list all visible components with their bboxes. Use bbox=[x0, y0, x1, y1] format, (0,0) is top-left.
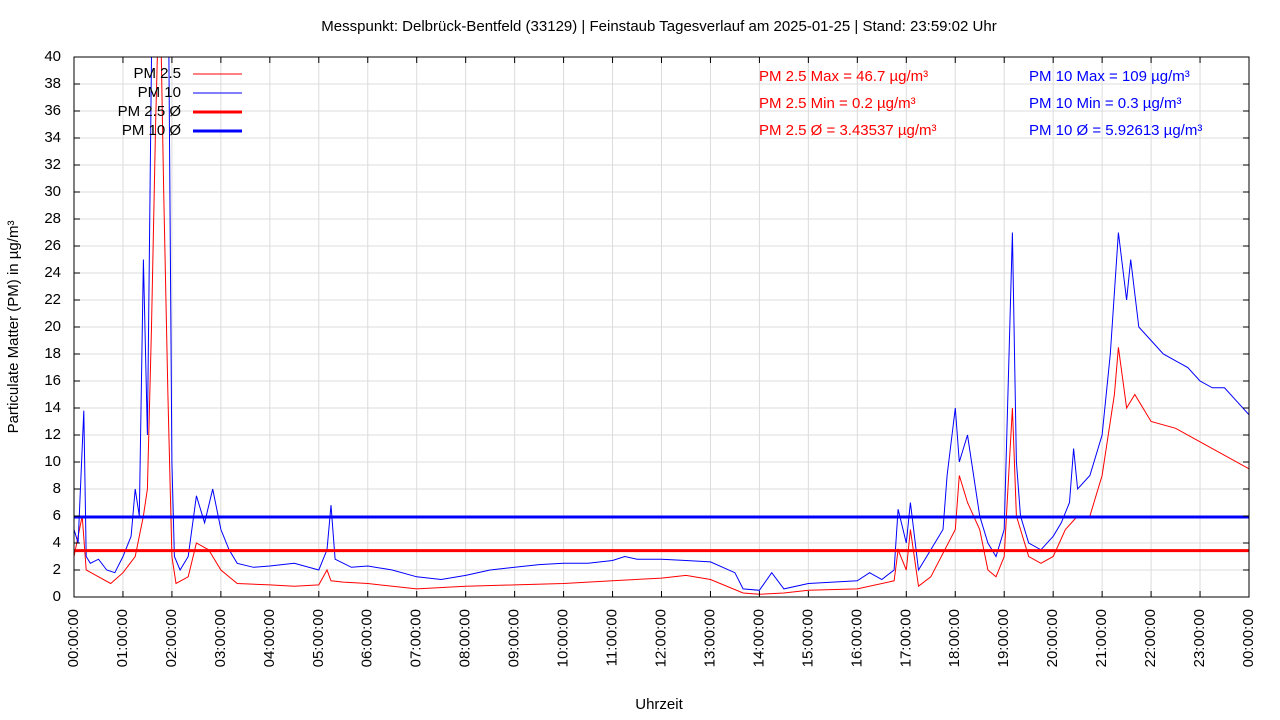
x-tick-label: 06:00:00 bbox=[359, 609, 376, 667]
x-tick-label: 19:00:00 bbox=[995, 609, 1012, 667]
y-tick-label: 28 bbox=[44, 210, 61, 227]
y-tick-label: 20 bbox=[44, 318, 61, 335]
y-tick-label: 38 bbox=[44, 75, 61, 92]
x-tick-label: 12:00:00 bbox=[652, 609, 669, 667]
x-tick-label: 23:00:00 bbox=[1191, 609, 1208, 667]
series-line bbox=[74, 57, 1249, 595]
x-axis-label: Uhrzeit bbox=[635, 696, 683, 713]
legend-label: PM 10 bbox=[138, 84, 181, 101]
x-tick-label: 10:00:00 bbox=[555, 609, 572, 667]
chart-title: Messpunkt: Delbrück-Bentfeld (33129) | F… bbox=[321, 18, 996, 35]
legend-label: PM 2.5 bbox=[133, 65, 181, 82]
legend-label: PM 10 Ø bbox=[122, 122, 182, 139]
x-tick-label: 01:00:00 bbox=[114, 609, 131, 667]
x-tick-label: 17:00:00 bbox=[897, 609, 914, 667]
x-tick-label: 08:00:00 bbox=[457, 609, 474, 667]
grid bbox=[73, 56, 1250, 598]
series-line bbox=[74, 57, 1249, 591]
x-tick-label: 13:00:00 bbox=[701, 609, 718, 667]
x-tick-label: 05:00:00 bbox=[310, 609, 327, 667]
x-tick-label: 00:00:00 bbox=[65, 609, 82, 667]
annotation: PM 2.5 Max = 46.7 µg/m³ bbox=[759, 68, 928, 85]
x-tick-label: 04:00:00 bbox=[261, 609, 278, 667]
x-tick-label: 09:00:00 bbox=[506, 609, 523, 667]
y-axis-label: Particulate Matter (PM) in µg/m³ bbox=[5, 221, 22, 434]
y-tick-label: 12 bbox=[44, 426, 61, 443]
y-tick-label: 4 bbox=[53, 534, 61, 551]
x-tick-label: 16:00:00 bbox=[848, 609, 865, 667]
annotation: PM 2.5 Min = 0.2 µg/m³ bbox=[759, 95, 916, 112]
overlay: 024681012141618202224262830323436384000:… bbox=[44, 48, 1257, 667]
annotation: PM 10 Ø = 5.92613 µg/m³ bbox=[1029, 122, 1202, 139]
y-tick-label: 6 bbox=[53, 507, 61, 524]
x-tick-label: 11:00:00 bbox=[604, 609, 621, 666]
y-tick-label: 22 bbox=[44, 291, 61, 308]
x-tick-label: 20:00:00 bbox=[1044, 609, 1061, 667]
x-tick-label: 18:00:00 bbox=[946, 609, 963, 667]
x-tick-label: 22:00:00 bbox=[1142, 609, 1159, 667]
legend-label: PM 2.5 Ø bbox=[118, 103, 182, 120]
x-tick-label: 14:00:00 bbox=[750, 609, 767, 667]
x-tick-label: 07:00:00 bbox=[408, 609, 425, 667]
annotation: PM 10 Max = 109 µg/m³ bbox=[1029, 68, 1190, 85]
x-tick-label: 15:00:00 bbox=[799, 609, 816, 667]
y-tick-label: 30 bbox=[44, 183, 61, 200]
y-tick-label: 26 bbox=[44, 237, 61, 254]
y-tick-label: 34 bbox=[44, 129, 61, 146]
y-tick-label: 36 bbox=[44, 102, 61, 119]
y-tick-label: 32 bbox=[44, 156, 61, 173]
y-tick-label: 24 bbox=[44, 264, 61, 281]
y-tick-label: 16 bbox=[44, 372, 61, 389]
annotation: PM 2.5 Ø = 3.43537 µg/m³ bbox=[759, 122, 936, 139]
y-tick-label: 14 bbox=[44, 399, 61, 416]
y-tick-label: 0 bbox=[53, 588, 61, 605]
x-tick-label: 03:00:00 bbox=[212, 609, 229, 667]
y-tick-label: 40 bbox=[44, 48, 61, 65]
y-tick-label: 2 bbox=[53, 561, 61, 578]
y-tick-label: 10 bbox=[44, 453, 61, 470]
y-tick-label: 8 bbox=[53, 480, 61, 497]
y-tick-label: 18 bbox=[44, 345, 61, 362]
plot-area bbox=[74, 57, 1249, 595]
x-tick-label: 00:00:00 bbox=[1240, 609, 1257, 667]
annotation: PM 10 Min = 0.3 µg/m³ bbox=[1029, 95, 1181, 112]
x-tick-label: 21:00:00 bbox=[1093, 609, 1110, 667]
x-tick-label: 02:00:00 bbox=[163, 609, 180, 667]
